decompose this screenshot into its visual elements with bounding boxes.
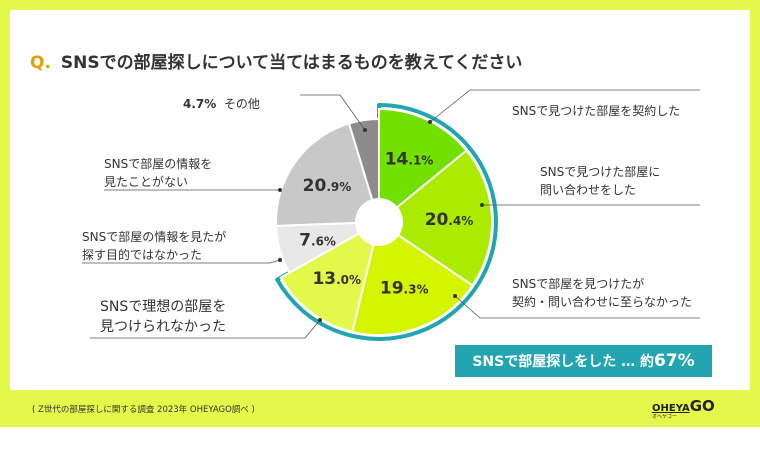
slice-value-label: 20.4%	[425, 210, 474, 230]
source-note: ( Z世代の部屋探しに関する調査 2023年 OHEYAGO調べ )	[32, 405, 255, 415]
slice-value-label: 19.3%	[380, 278, 429, 298]
pie-slice	[351, 220, 474, 336]
pie-slice	[279, 219, 381, 334]
leader-line	[82, 259, 281, 264]
pie-slice	[275, 122, 381, 227]
donut-hole	[355, 198, 403, 246]
slice-value-label: 13.0%	[312, 269, 361, 289]
oheyago-logo: OHEYAGO オヘヤゴー	[652, 397, 715, 420]
leader-line	[454, 295, 700, 319]
slice-value-label: 7.6%	[299, 230, 336, 250]
label-not-found: SNSで理想の部屋を 見つけられなかった	[100, 299, 227, 335]
pie-slice	[378, 107, 468, 225]
highlight-outline	[275, 103, 498, 341]
summary-badge: SNSで部屋探しをした … 約67%	[455, 345, 712, 377]
pie-slice	[377, 149, 493, 287]
label-never-seen: SNSで部屋の情報を 見たことがない	[104, 157, 213, 189]
label-inquired: SNSで見つけた部屋に 問い合わせをした	[540, 165, 661, 197]
leader-dot	[318, 318, 322, 322]
leader-line	[300, 94, 366, 131]
leader-line	[429, 89, 700, 123]
label-contracted: SNSで見つけた部屋を契約した	[512, 104, 681, 118]
leader-dot	[278, 258, 282, 262]
leader-dot	[428, 120, 432, 124]
slice-value-label: 14.1%	[385, 150, 434, 170]
label-other: 4.7% その他	[183, 97, 260, 111]
leader-dot	[363, 128, 367, 132]
question-mark: Q.	[30, 53, 51, 73]
leader-dot	[453, 294, 457, 298]
label-not-purpose: SNSで部屋の情報を見たが 探す目的ではなかった	[82, 230, 227, 262]
label-not-reached: SNSで部屋を見つけたが 契約・問い合わせに至らなかった	[512, 277, 693, 309]
leader-dot	[480, 203, 484, 207]
question-text: SNSでの部屋探しについて当てはまるものを教えてください	[60, 53, 523, 73]
leader-dot	[278, 188, 282, 192]
page-title: Q. SNSでの部屋探しについて当てはまるものを教えてください	[30, 48, 522, 73]
pie-slice	[347, 117, 380, 223]
slice-value-label: 20.9%	[303, 176, 352, 196]
leader-line	[90, 319, 321, 339]
